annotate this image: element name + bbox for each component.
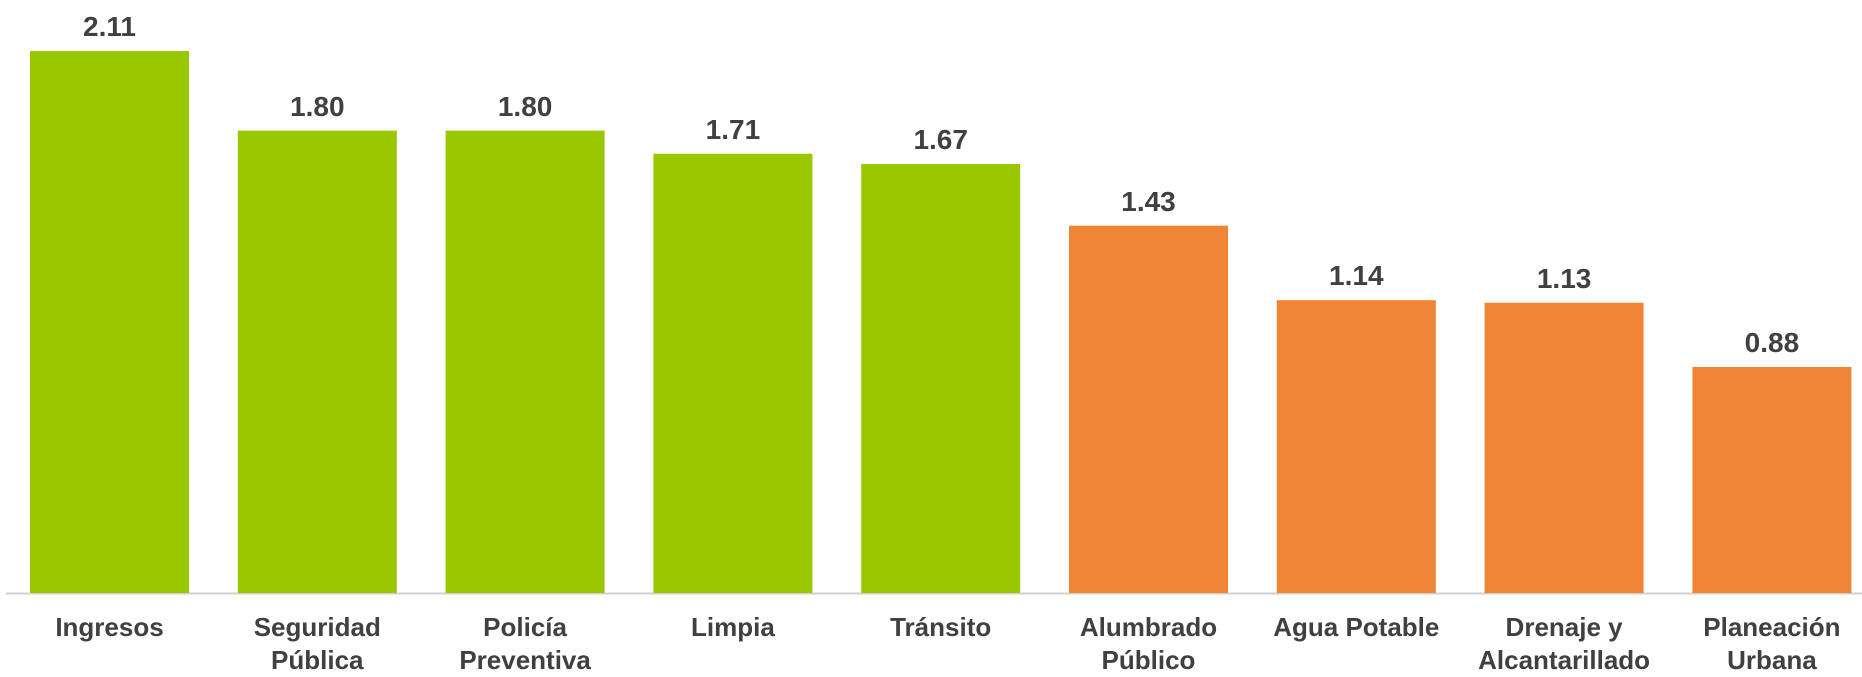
bar [653, 153, 813, 593]
bar [237, 130, 397, 594]
data-label: 1.80 [497, 90, 553, 122]
data-label: 1.67 [913, 124, 968, 156]
x-tick-label: Ingresos [55, 612, 164, 642]
data-label: 0.88 [1744, 326, 1800, 358]
bar [1484, 302, 1644, 593]
x-tick-label: Policía Preventiva [459, 612, 591, 675]
data-label: 1.14 [1329, 260, 1384, 292]
data-label: 1.13 [1536, 262, 1592, 294]
bar [861, 164, 1021, 594]
x-tick-label: Alumbrado Público [1079, 612, 1218, 675]
bar [1069, 225, 1228, 594]
data-label: 1.71 [705, 113, 761, 145]
bar [1276, 300, 1436, 593]
x-tick-label: Seguridad Pública [253, 612, 381, 675]
bar [1692, 366, 1852, 593]
bar [445, 130, 605, 594]
bar [30, 51, 189, 593]
x-tick-label: Limpia [690, 612, 775, 642]
x-tick-label: Tránsito [890, 612, 992, 642]
x-tick-label: Agua Potable [1273, 612, 1440, 642]
x-tick-label: Drenaje y Alcantarillado [1478, 612, 1651, 675]
data-label: 2.11 [83, 11, 136, 42]
data-label: 1.43 [1121, 185, 1176, 217]
x-tick-label: Planeación Urbana [1703, 612, 1841, 675]
data-label: 1.80 [290, 90, 345, 122]
